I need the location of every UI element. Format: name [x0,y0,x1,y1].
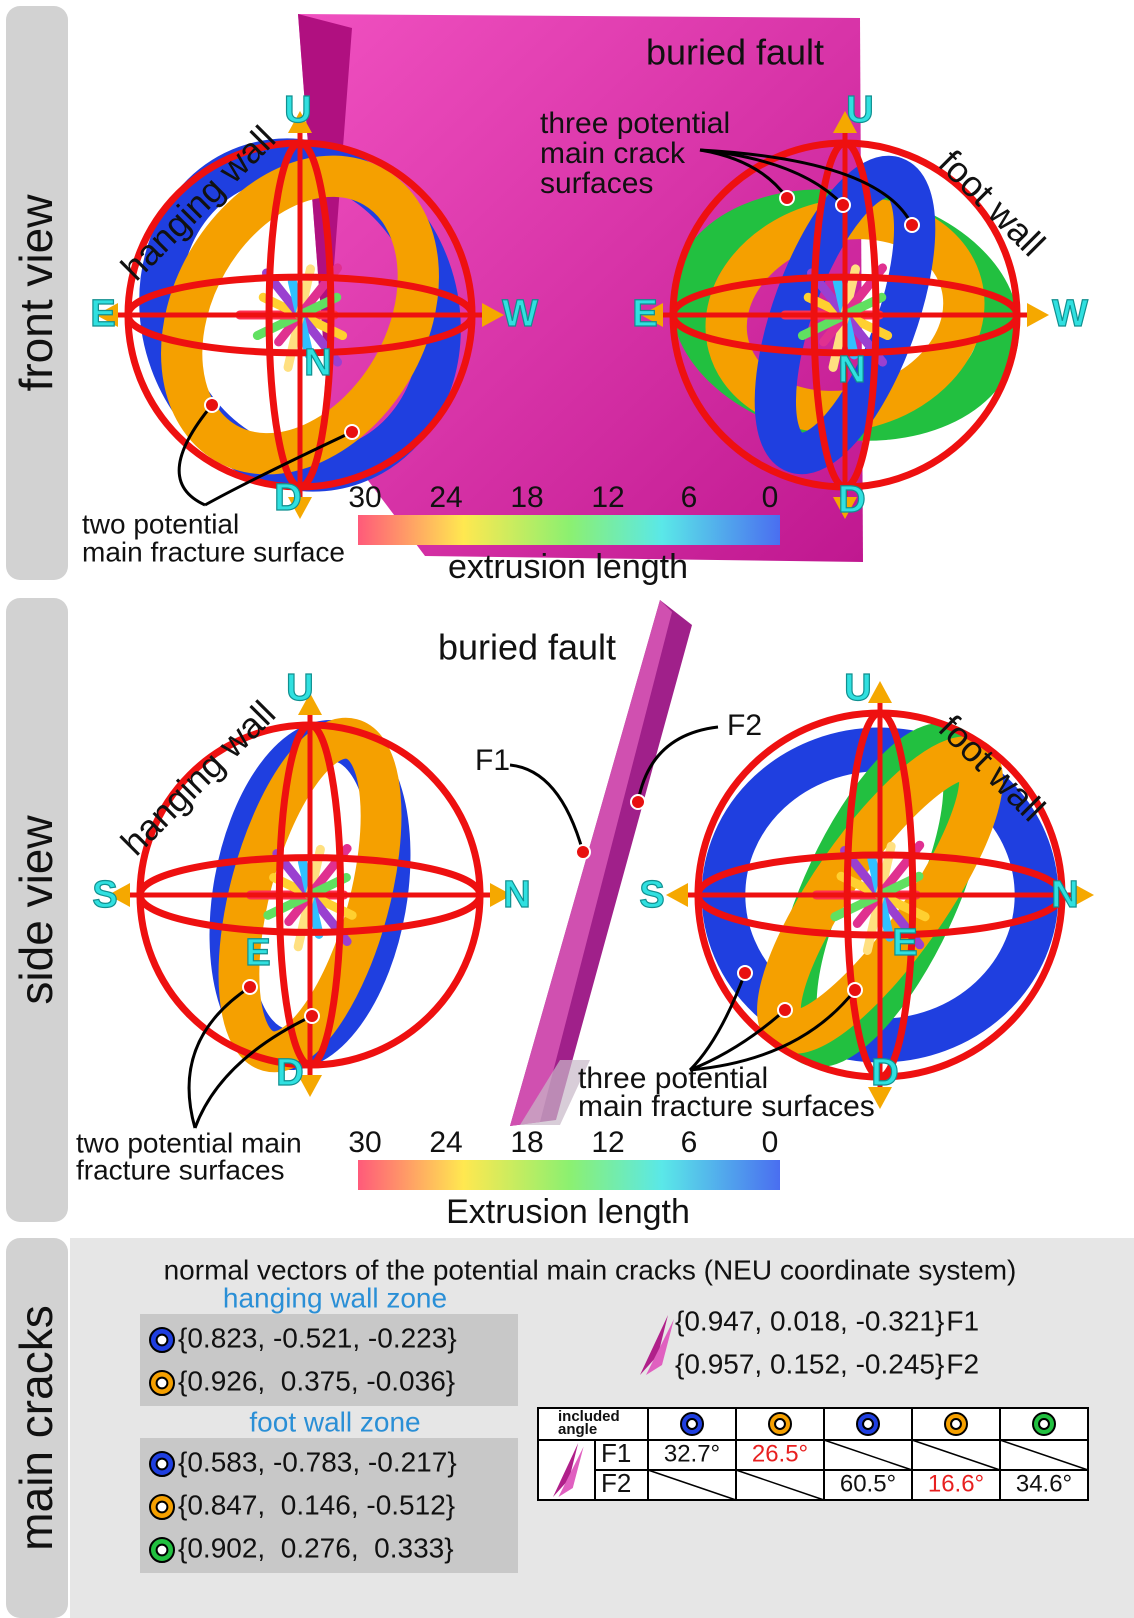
face-label: F1 [475,744,510,777]
angle-value: 60.5° [840,1470,896,1497]
direction-label: N [503,874,530,916]
fault-name: F1 [946,1305,979,1336]
marker-dot [345,425,359,439]
direction-label: W [1052,293,1088,335]
annotation: surfaces [540,167,653,200]
zone-title: hanging wall zone [223,1282,447,1313]
annotation: main fracture surfaces [578,1090,875,1123]
direction-label: N [1051,874,1078,916]
sphere [666,681,1094,1109]
crack-icon-hole [157,1502,168,1513]
vector-text: {0.583, -0.783, -0.217} [178,1446,457,1477]
crack-icon-hole [157,1545,168,1556]
fault-vector: {0.947, 0.018, -0.321} [675,1305,944,1336]
crack-icon-hole [775,1419,785,1429]
axis-arrow [1027,303,1049,327]
sphere [108,693,512,1097]
row-label: F1 [601,1438,631,1468]
fault-label: buried fault [646,32,824,73]
angle-value: 32.7° [664,1440,720,1467]
crack-icon-hole [951,1419,961,1429]
vector-text: {0.926, 0.375, -0.036} [178,1365,455,1396]
direction-label: E [892,922,917,964]
vector-text: {0.847, 0.146, -0.512} [178,1489,455,1520]
colorbar-tick: 6 [681,1126,698,1159]
row-label: F2 [601,1468,631,1498]
panel-label: side view [10,815,62,1005]
direction-label: N [304,342,331,384]
marker-dot [905,218,919,232]
panel-label: front view [10,194,62,392]
fault-vector: {0.957, 0.152, -0.245} [675,1348,944,1379]
fault-face [510,600,672,1126]
direction-label: D [838,479,865,521]
direction-label: D [274,477,301,519]
colorbar-tick: 30 [348,481,381,514]
annotation: main crack [540,137,686,170]
face-label: F2 [727,709,762,742]
direction-label: D [871,1052,898,1094]
marker-dot [205,398,219,412]
direction-label: N [838,349,865,391]
colorbar-tick: 18 [510,481,543,514]
annotation: main fracture surface [82,536,345,567]
fault-label: buried fault [438,627,616,668]
marker-dot [848,983,862,997]
direction-label: U [844,667,871,709]
annotation: fracture surfaces [76,1154,285,1185]
marker-dot [738,966,752,980]
angle-value: 16.6° [928,1470,984,1497]
panel-title: normal vectors of the potential main cra… [164,1254,1017,1285]
direction-label: E [245,932,270,974]
colorbar-tick: 18 [510,1126,543,1159]
annotation: three potential [540,107,730,140]
crack-icon-hole [1039,1419,1049,1429]
marker-dot [778,1003,792,1017]
vector-text: {0.902, 0.276, 0.333} [178,1532,454,1563]
colorbar-label: Extrusion length [446,1193,690,1231]
colorbar-tick: 24 [429,481,462,514]
colorbar-label: extrusion length [448,548,688,586]
colorbar [358,515,780,545]
colorbar-tick: 12 [591,481,624,514]
table-corner: angle [558,1421,597,1438]
direction-label: U [284,89,311,131]
colorbar-tick: 24 [429,1126,462,1159]
zone-title: foot wall zone [249,1406,420,1437]
figure: front view side view main cracks buried fau… [0,0,1134,1618]
crack-icon-hole [863,1419,873,1429]
vector-text: {0.823, -0.521, -0.223} [178,1322,457,1353]
colorbar-tick: 30 [348,1126,381,1159]
marker-dot [631,795,645,809]
direction-label: E [632,293,657,335]
direction-label: S [92,874,117,916]
colorbar-tick: 12 [591,1126,624,1159]
marker-dot [576,845,590,859]
crack-icon-hole [157,1378,168,1389]
axis-arrow [666,883,688,907]
direction-label: E [90,293,115,335]
direction-label: S [639,874,664,916]
marker-dot [305,1009,319,1023]
colorbar-tick: 6 [681,481,698,514]
direction-label: U [846,89,873,131]
panel-label: main cracks [10,1305,62,1550]
leader-line [510,765,583,852]
marker-dot [243,980,257,994]
marker-dot [780,191,794,205]
angle-value: 34.6° [1016,1470,1072,1497]
annotation: two potential [82,508,239,539]
direction-label: U [286,667,313,709]
colorbar-tick: 0 [762,1126,779,1159]
colorbar-tick: 0 [762,481,779,514]
fault-name: F2 [946,1348,979,1379]
crack-icon-hole [157,1335,168,1346]
marker-dot [836,198,850,212]
crack-icon-hole [157,1459,168,1470]
direction-label: D [276,1052,303,1094]
direction-label: W [502,293,538,335]
angle-value: 26.5° [752,1440,808,1467]
colorbar [358,1160,780,1190]
crack-icon-hole [687,1419,697,1429]
